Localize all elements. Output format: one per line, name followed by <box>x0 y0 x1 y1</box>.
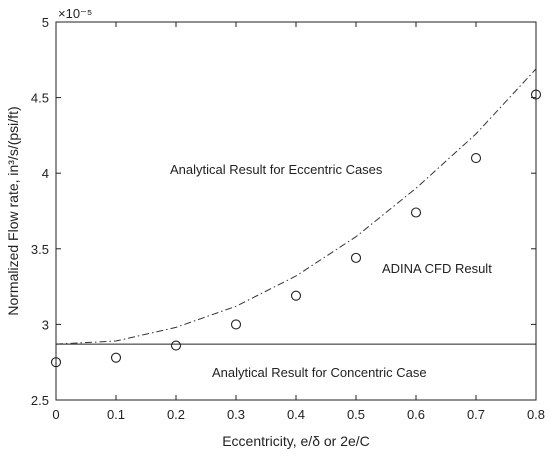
x-tick-label: 0.1 <box>107 407 125 422</box>
eccentric-analytical-line <box>55 68 537 345</box>
x-tick-label: 0.3 <box>227 407 245 422</box>
x-tick-label: 0.8 <box>527 407 545 422</box>
x-tick-label: 0.4 <box>287 407 305 422</box>
series-layer <box>50 68 542 368</box>
y-axis-title: Normalized Flow rate, in³/s/(psi/ft) <box>5 106 21 315</box>
plot-area <box>55 21 537 401</box>
adina-data-point <box>50 357 62 368</box>
x-tick-label: 0 <box>52 407 59 422</box>
adina-data-point <box>350 252 362 263</box>
x-tick-label: 0.2 <box>167 407 185 422</box>
adina-data-point <box>170 340 182 351</box>
y-tick-label: 3 <box>42 317 49 332</box>
annotation-eccentric: Analytical Result for Eccentric Cases <box>170 162 383 177</box>
y-tick-label: 4 <box>42 166 49 181</box>
adina-data-point <box>290 290 302 301</box>
adina-data-point <box>230 319 242 330</box>
y-tick-label: 5 <box>42 15 49 30</box>
x-axis: 0 0.1 0.2 0.3 0.4 0.5 0.6 0.7 0.8 <box>52 22 545 422</box>
adina-data-point <box>470 153 482 164</box>
adina-data-point <box>410 207 422 218</box>
y-tick-label: 3.5 <box>31 242 49 257</box>
adina-data-point <box>110 352 122 363</box>
x-tick-label: 0.5 <box>347 407 365 422</box>
y-tick-label: 4.5 <box>31 91 49 106</box>
annotation-adina: ADINA CFD Result <box>382 261 492 276</box>
x-axis-title: Eccentricity, e/δ or 2e/C <box>222 433 370 449</box>
adina-data-point <box>530 89 542 100</box>
x-tick-label: 0.6 <box>407 407 425 422</box>
y-tick-label: 2.5 <box>31 393 49 408</box>
annotation-concentric: Analytical Result for Concentric Case <box>212 365 427 380</box>
y-axis: 2.5 3 3.5 4 4.5 5 <box>31 15 536 408</box>
y-multiplier-label: ×10⁻⁵ <box>58 6 92 21</box>
x-tick-label: 0.7 <box>467 407 485 422</box>
